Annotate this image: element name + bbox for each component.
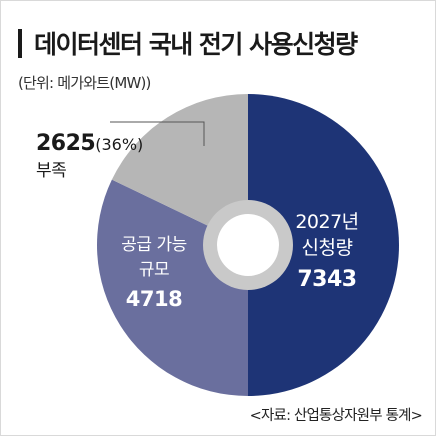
label-supply-line1: 공급 가능 <box>121 235 186 255</box>
label-shortage: 부족 <box>36 161 66 181</box>
label-demand-name: 신청량 <box>302 237 353 259</box>
chart-title: 데이터센터 국내 전기 사용신청량 <box>34 30 358 59</box>
value-shortage: 2625(36%) <box>36 131 143 156</box>
label-supply-line2: 규모 <box>139 260 169 280</box>
shortage-leader-line <box>110 121 205 146</box>
pie-slice-부족 <box>111 94 249 245</box>
value-supply: 4718 <box>126 287 182 311</box>
title-accent-bar <box>18 29 22 58</box>
unit-label: (단위: 메가와트(MW)) <box>18 74 151 92</box>
value-demand: 7343 <box>297 267 356 292</box>
donut-hole <box>217 214 279 276</box>
source-note: <자료: 산업통상자원부 통계> <box>249 408 423 424</box>
label-demand-year: 2027년 <box>295 211 358 233</box>
pie-slice-2027년-신청량 <box>248 94 399 396</box>
